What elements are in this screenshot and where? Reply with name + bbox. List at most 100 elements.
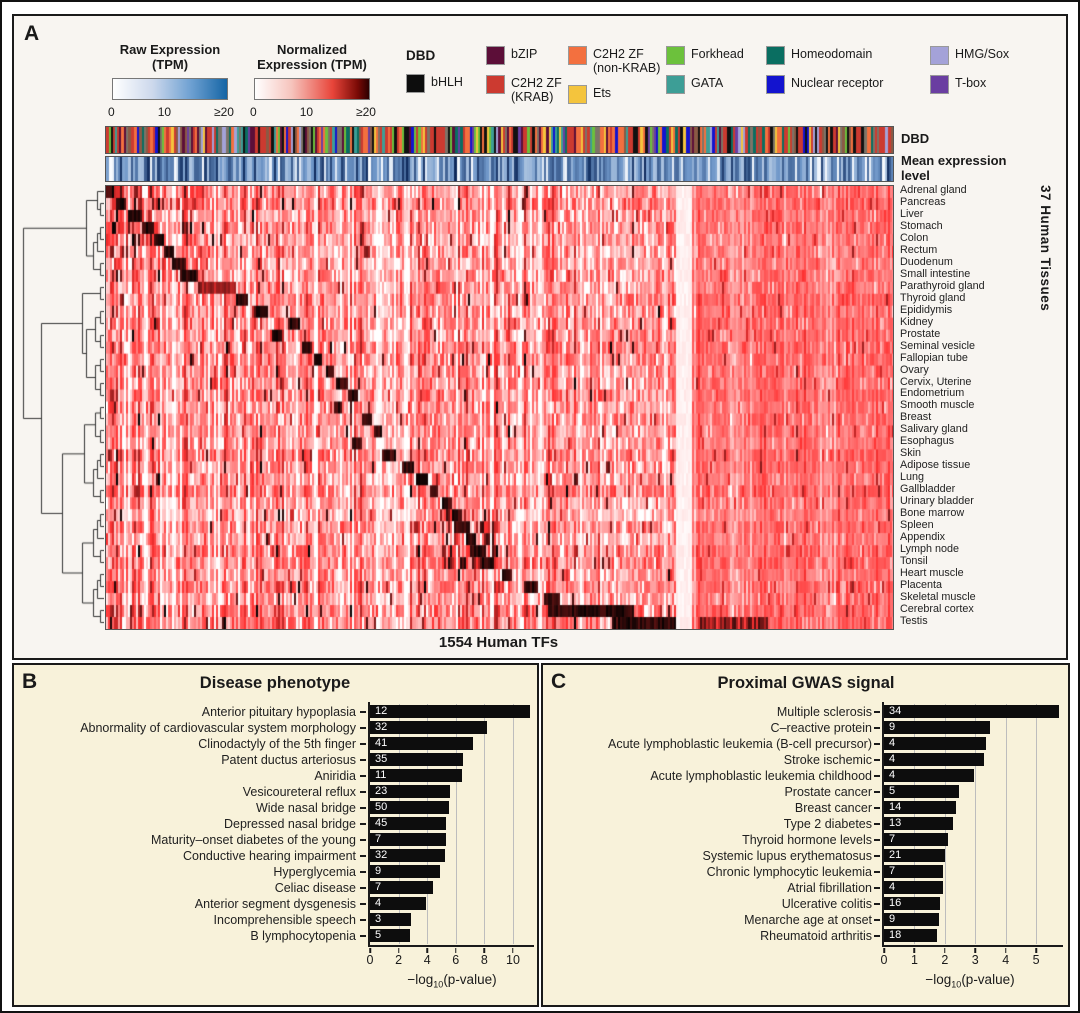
y-axis-tick [874, 768, 880, 784]
bar: 9 [884, 721, 991, 734]
x-axis-tick [455, 948, 457, 953]
y-axis-tick [874, 864, 880, 880]
bar-count-label: 4 [889, 737, 896, 749]
bar: 11 [370, 769, 462, 782]
panel-b-bars: 12 32 41 35 11 23 50 45 7 32 9 7 4 3 5 [370, 704, 533, 944]
x-tick-label: 8 [480, 953, 488, 967]
bar-count-label: 9 [889, 721, 896, 733]
gridline [484, 704, 486, 944]
bar-count-label: 16 [889, 897, 902, 909]
bar-count-label: 41 [375, 737, 388, 749]
bar-row: 9 [884, 720, 1062, 736]
tissue-dendrogram [20, 185, 104, 628]
tissue-label: Pancreas [900, 195, 946, 208]
tissue-label: Liver [900, 207, 924, 220]
panel-b-ytick-marks [360, 704, 366, 944]
bar-row: 34 [884, 704, 1062, 720]
y-axis-tick [360, 736, 366, 752]
bar-count-label: 35 [375, 753, 388, 765]
bar-count-label: 13 [889, 817, 902, 829]
normalized-expression-ticks: 0 10 ≥20 [250, 105, 376, 119]
raw-tick-min: 0 [108, 105, 115, 119]
y-axis-tick [874, 800, 880, 816]
x-tick-label: 3 [971, 953, 979, 967]
tissue-label: Cervix, Uterine [900, 375, 972, 388]
dbd-legend-entry: bZIP [486, 46, 562, 65]
bar-count-label: 18 [889, 929, 902, 941]
bar-count-label: 7 [889, 865, 896, 877]
bar-row: 11 [370, 768, 533, 784]
mean-label-line2: level [901, 168, 930, 183]
gridline [1036, 704, 1038, 944]
dbd-entry-label: HMG/Sox [955, 47, 1010, 61]
x-axis-tick [369, 948, 371, 953]
panel-b-title: Disease phenotype [199, 674, 351, 692]
bar: 3 [370, 913, 411, 926]
bar-count-label: 9 [375, 865, 382, 877]
bar: 4 [884, 753, 985, 766]
bar-category-label: Multiple sclerosis [776, 705, 872, 719]
bar-row: 7 [370, 880, 533, 896]
bar: 4 [884, 737, 986, 750]
bar: 9 [884, 913, 939, 926]
dbd-legend-entry: HMG/Sox [930, 46, 1009, 65]
bar: 5 [370, 929, 411, 942]
tissue-label: Heart muscle [900, 567, 964, 579]
dbd-entry-label: GATA [691, 76, 724, 90]
bar-category-label: Depressed nasal bridge [223, 817, 356, 831]
bar-row: 13 [884, 816, 1062, 832]
x-axis-tick [883, 948, 885, 953]
norm-legend-title-line2: Expression (TPM) [257, 57, 367, 72]
dbd-legend-entry: C2H2 ZF (non-KRAB) [568, 46, 660, 75]
panel-b-category-labels: Anterior pituitary hypoplasia Abnormality… [16, 704, 356, 944]
bar-row: 23 [370, 784, 533, 800]
bar-category-label: Clinodactyly of the 5th finger [198, 737, 356, 751]
dbd-color-swatch [766, 46, 785, 65]
bar: 32 [370, 721, 488, 734]
bar: 50 [370, 801, 449, 814]
bar-category-label: Chronic lymphocytic leukemia [706, 865, 872, 879]
tissue-label: Bone marrow [900, 507, 965, 520]
bar-category-label: Ulcerative colitis [781, 897, 872, 911]
tissue-label: Lung [900, 471, 925, 484]
bar-category-label: Conductive hearing impairment [182, 849, 356, 863]
y-axis-tick [360, 880, 366, 896]
bar: 9 [370, 865, 441, 878]
x-axis-tick [974, 948, 977, 953]
bar-category-label: Systemic lupus erythematosus [702, 849, 872, 863]
y-axis-tick [360, 800, 366, 816]
tissue-label: Skin [900, 447, 922, 460]
y-axis-tick [360, 704, 366, 720]
bar-row: 5 [884, 784, 1062, 800]
bar-count-label: 4 [375, 897, 382, 909]
y-axis-tick [874, 784, 880, 800]
bar-count-label: 50 [375, 801, 388, 813]
bar: 7 [884, 833, 948, 846]
bar-row: 45 [370, 816, 533, 832]
panel-b-x-axis [368, 945, 534, 947]
dbd-entry-label: Forkhead [691, 47, 744, 61]
bar-count-label: 32 [375, 721, 388, 733]
bar-category-label: Rheumatoid arthritis [760, 929, 872, 943]
tissue-label: Ovary [900, 363, 929, 376]
bar-count-label: 7 [375, 833, 382, 845]
bar-row: 32 [370, 848, 533, 864]
bar-category-label: Vesicoureteral reflux [242, 785, 356, 799]
y-axis-tick [360, 912, 366, 928]
tissue-label: Lymph node [900, 543, 960, 556]
mean-expression-annotation-label: Mean expression level [901, 153, 1007, 183]
dbd-legend-column: Forkhead GATA [666, 46, 744, 94]
bar-row: 4 [884, 768, 1062, 784]
y-axis-tick [874, 752, 880, 768]
raw-legend-title-line2: (TPM) [151, 57, 189, 72]
bar-count-label: 9 [889, 913, 896, 925]
bar-row: 18 [884, 928, 1062, 944]
bar-category-label: Wide nasal bridge [255, 801, 356, 815]
dbd-legend-entry: Forkhead [666, 46, 744, 65]
tissue-label: Endometrium [900, 387, 965, 400]
x-tick-label: 0 [880, 953, 888, 967]
bar-category-label: Atrial fibrillation [787, 881, 872, 895]
gridline [455, 704, 457, 944]
y-axis-tick [874, 704, 880, 720]
bar-category-label: Acute lymphoblastic leukemia (B-cell pre… [608, 737, 872, 751]
